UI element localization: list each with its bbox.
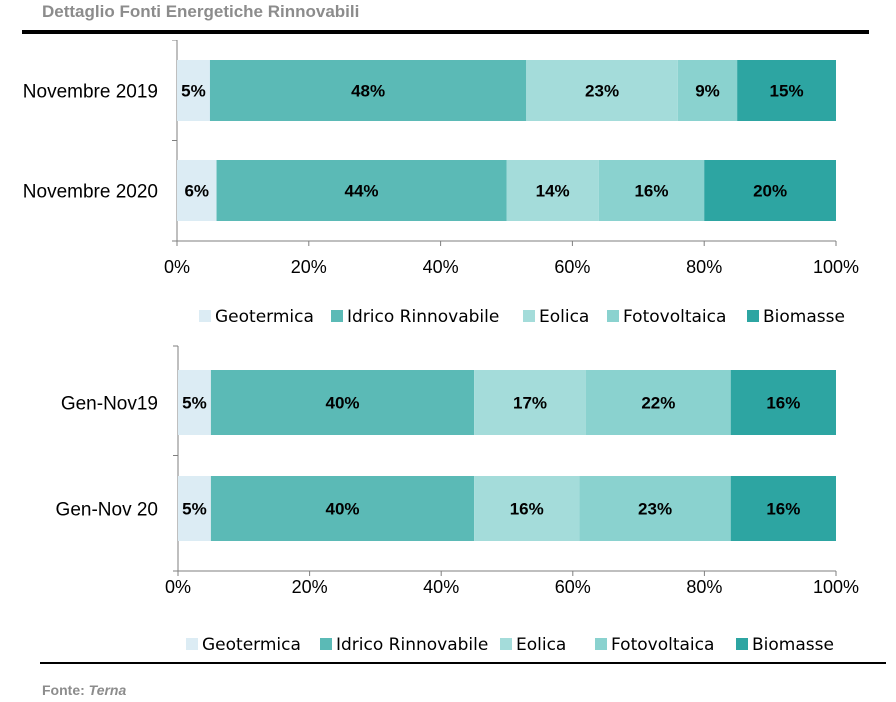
legend-label: Geotermica	[202, 635, 301, 655]
legend-swatch-eolica	[523, 310, 535, 322]
data-label: 48%	[351, 82, 385, 101]
bar-segment-eolica	[506, 160, 599, 221]
legend-swatch-idrico-rinnovabile	[331, 310, 343, 322]
x-tick-label: 100%	[813, 577, 859, 597]
top-rule	[22, 30, 869, 34]
legend-label: Biomasse	[752, 635, 834, 655]
x-tick-label: 20%	[291, 257, 327, 277]
legend-swatch-geotermica	[186, 638, 198, 650]
source-note: Fonte: Terna	[42, 682, 126, 698]
legend-label: Biomasse	[763, 307, 845, 327]
bar-segment-fotovoltaica	[585, 370, 731, 435]
legend-label: Eolica	[516, 635, 566, 655]
bar-segment-idrico-rinnovabile	[210, 370, 475, 435]
data-label: 40%	[325, 394, 359, 413]
legend-swatch-biomasse	[736, 638, 748, 650]
data-label: 6%	[184, 182, 209, 201]
legend-swatch-fotovoltaica	[607, 310, 619, 322]
legend-label: Geotermica	[215, 307, 314, 327]
category-label: Gen-Nov19	[61, 394, 158, 415]
legend-label: Fotovoltaica	[623, 307, 726, 327]
data-label: 23%	[585, 82, 619, 101]
legend-swatch-fotovoltaica	[595, 638, 607, 650]
data-label: 16%	[766, 394, 800, 413]
bar-segment-biomasse	[730, 370, 836, 435]
bar-segment-biomasse	[704, 160, 836, 221]
data-label: 20%	[753, 182, 787, 201]
x-tick-label: 40%	[423, 257, 459, 277]
x-tick-label: 100%	[813, 257, 859, 277]
data-label: 5%	[182, 500, 207, 519]
data-label: 5%	[181, 82, 206, 101]
bar-segment-idrico-rinnovabile	[210, 476, 475, 541]
category-label: Gen-Nov 20	[56, 500, 158, 521]
legend-label: Fotovoltaica	[611, 635, 714, 655]
data-label: 5%	[182, 394, 207, 413]
legend-swatch-eolica	[500, 638, 512, 650]
x-tick-label: 0%	[165, 577, 191, 597]
bar-segment-geotermica	[178, 370, 211, 435]
data-label: 15%	[770, 82, 804, 101]
bar-segment-biomasse	[730, 476, 836, 541]
legend-swatch-geotermica	[199, 310, 211, 322]
legend-label: Eolica	[539, 307, 589, 327]
x-tick-label: 60%	[555, 577, 591, 597]
bar-segment-idrico-rinnovabile	[209, 60, 527, 121]
bar-segment-eolica	[474, 476, 580, 541]
bar-segment-geotermica	[177, 160, 217, 221]
bar-segment-eolica	[526, 60, 678, 121]
bar-segment-fotovoltaica	[677, 60, 738, 121]
bar-segment-biomasse	[737, 60, 836, 121]
bar-segment-geotermica	[178, 476, 211, 541]
x-tick-label: 80%	[686, 577, 722, 597]
data-label: 16%	[510, 500, 544, 519]
data-label: 14%	[536, 182, 570, 201]
category-label: Novembre 2020	[23, 182, 158, 203]
data-label: 40%	[325, 500, 359, 519]
data-label: 9%	[695, 82, 720, 101]
stacked-bar-chart-cumulative: 0% 20% 40% 60% 80% 100% Gen-Nov19 5% 40% 17% 22% 16…	[56, 345, 859, 655]
x-tick-label: 80%	[686, 257, 722, 277]
data-label: 22%	[641, 394, 675, 413]
bar-segment-fotovoltaica	[579, 476, 731, 541]
data-label: 44%	[345, 182, 379, 201]
chart-title: Dettaglio Fonti Energetiche Rinnovabili	[42, 2, 360, 21]
data-label: 17%	[513, 394, 547, 413]
bottom-rule	[40, 662, 886, 664]
legend-swatch-biomasse	[747, 310, 759, 322]
bar-segment-geotermica	[177, 60, 210, 121]
data-label: 16%	[634, 182, 668, 201]
x-tick-label: 20%	[292, 577, 328, 597]
x-tick-label: 60%	[554, 257, 590, 277]
data-label: 16%	[766, 500, 800, 519]
x-tick-label: 40%	[423, 577, 459, 597]
bar-segment-fotovoltaica	[598, 160, 705, 221]
bar-segment-idrico-rinnovabile	[216, 160, 507, 221]
legend-label: Idrico Rinnovabile	[347, 307, 499, 327]
source-label: Fonte:	[42, 682, 85, 698]
data-label: 23%	[638, 500, 672, 519]
legend-label: Idrico Rinnovabile	[336, 635, 488, 655]
source-name: Terna	[88, 682, 127, 698]
legend-swatch-idrico-rinnovabile	[320, 638, 332, 650]
stacked-bar-chart-monthly: 0% 20% 40% 60% 80% 100% Novembre 2019 5% 48% 23% 9…	[23, 40, 859, 327]
bar-segment-eolica	[474, 370, 586, 435]
x-tick-label: 0%	[164, 257, 190, 277]
category-label: Novembre 2019	[23, 82, 158, 103]
